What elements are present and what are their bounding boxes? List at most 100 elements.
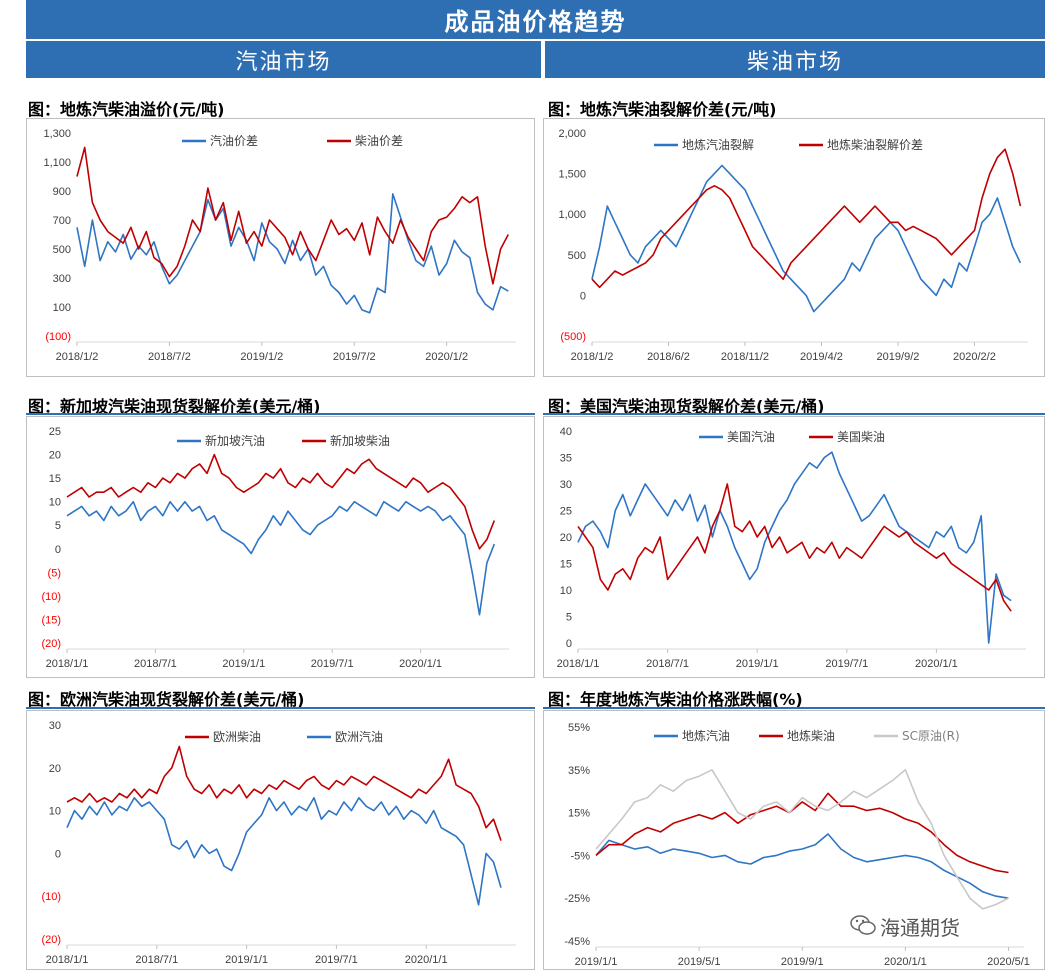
- y-tick-label: 700: [53, 215, 71, 227]
- series-line-blue: [66, 500, 496, 616]
- x-tick-label: 2019/1/1: [736, 658, 779, 670]
- x-tick-label: 2018/1/1: [557, 658, 600, 670]
- x-tick-label: 2018/1/2: [56, 351, 99, 363]
- legend-label: 地炼柴油: [787, 728, 835, 743]
- x-tick-label: 2019/1/2: [240, 351, 283, 363]
- legend-label: 欧洲柴油: [213, 730, 261, 744]
- x-tick-label: 2018/1/1: [46, 954, 89, 966]
- c5-svg: (20) (10) 0 10 20 30 2018/1/1 2018/7/1 2019/1/1 2…: [41, 720, 516, 966]
- y-tick-label: 5: [55, 520, 61, 532]
- x-tick-label: 2020/1/1: [399, 658, 442, 670]
- y-tick-label: 1,300: [43, 128, 71, 140]
- chart-title: 图：新加坡汽柴油现货裂解价差(美元/桶): [28, 397, 321, 416]
- page-banner: 成品油价格趋势: [26, 0, 1045, 39]
- series-line-blue: [577, 451, 1012, 644]
- x-tick-label: 2020/5/1: [987, 956, 1030, 968]
- x-tick-label: 2019/7/1: [315, 954, 358, 966]
- x-tick-label: 2018/6/2: [647, 351, 690, 363]
- y-tick-label: -5%: [570, 850, 590, 862]
- chart-europe-crack: (20) (10) 0 10 20 30 2018/1/1 2018/7/1 2019/1/1 2…: [26, 710, 535, 970]
- y-tick-label: (100): [45, 331, 71, 343]
- divider: [26, 413, 535, 415]
- legend-label: 新加坡柴油: [330, 433, 390, 448]
- y-tick-label: 500: [53, 244, 71, 256]
- x-tick-label: 2019/7/1: [825, 658, 868, 670]
- y-tick-label: 40: [560, 426, 572, 438]
- legend-label: 地炼汽油裂解: [682, 137, 754, 152]
- x-tick-label: 2019/9/1: [781, 956, 824, 968]
- x-tick-label: 2018/1/1: [46, 658, 89, 670]
- y-tick-label: (10): [41, 891, 61, 903]
- y-tick-label: 0: [566, 638, 572, 650]
- legend-label: 地炼柴油裂解价差: [827, 137, 923, 152]
- chart-us-crack: 0 5 10 15 20 25 30 35 40 2018/1/1 2018/7/1 2019/1/1…: [543, 416, 1045, 678]
- x-tick-label: 2020/1/1: [405, 954, 448, 966]
- chart-title: 图：美国汽柴油现货裂解价差(美元/桶): [548, 397, 825, 416]
- y-tick-label: 2,000: [558, 128, 586, 140]
- x-tick-label: 2020/1/1: [884, 956, 927, 968]
- y-tick-label: 5: [566, 612, 572, 624]
- chart-title: 图：地炼汽柴油裂解价差(元/吨): [548, 100, 777, 119]
- y-tick-label: 25: [49, 426, 61, 438]
- y-tick-label: 15: [560, 559, 572, 571]
- y-tick-label: 500: [568, 250, 586, 262]
- chart-singapore-crack: (20) (15) (10) (5) 0 5 10 15 20 25 2018/1/1 2018/7/…: [26, 416, 535, 678]
- y-tick-label: 0: [580, 290, 586, 302]
- y-tick-label: 30: [49, 720, 61, 732]
- y-tick-label: 15%: [568, 808, 590, 820]
- series-line-red: [595, 792, 1009, 874]
- legend-label: 地炼汽油: [682, 728, 730, 743]
- x-tick-label: 2019/1/1: [222, 658, 265, 670]
- x-tick-label: 2020/1/1: [915, 658, 958, 670]
- series-line-blue: [595, 833, 1009, 899]
- x-tick-label: 2019/1/1: [225, 954, 268, 966]
- wechat-icon: [850, 915, 876, 935]
- chart-annual-price-change: -45% -25% -5% 15% 35% 55% 2019/1/1 2019/5/1 2019…: [543, 710, 1045, 970]
- chart-title: 图：欧洲汽柴油现货裂解价差(美元/桶): [28, 690, 305, 709]
- c1-svg: (100) 100 300 500 700 900 1,100 1,300 2018/1/2 20…: [43, 128, 516, 363]
- y-tick-label: 0: [55, 544, 61, 556]
- x-tick-label: 2018/11/2: [721, 351, 769, 363]
- c4-svg: 0 5 10 15 20 25 30 35 40 2018/1/1 2018/7/1 2019/1/1…: [557, 426, 1026, 670]
- x-tick-label: 2019/1/1: [575, 956, 618, 968]
- legend-label: 美国柴油: [837, 430, 885, 444]
- chart-local-refinery-premium: (100) 100 300 500 700 900 1,100 1,300 2018/1/2 20…: [26, 118, 535, 377]
- y-tick-label: 55%: [568, 722, 590, 734]
- legend-label: 新加坡汽油: [205, 433, 265, 448]
- x-tick-label: 2018/1/2: [571, 351, 614, 363]
- y-tick-label: 10: [49, 806, 61, 818]
- y-tick-label: 0: [55, 848, 61, 860]
- y-tick-label: 35%: [568, 765, 590, 777]
- diesel-market-header: 柴油市场: [545, 41, 1045, 78]
- y-tick-label: -25%: [564, 893, 590, 905]
- series-line-blue: [76, 193, 509, 314]
- series-line-gray: [595, 768, 1009, 910]
- legend-label: 欧洲汽油: [335, 729, 383, 744]
- y-tick-label: 1,100: [43, 157, 71, 169]
- y-tick-label: (500): [560, 331, 586, 343]
- x-tick-label: 2018/7/1: [135, 954, 178, 966]
- y-tick-label: 10: [49, 497, 61, 509]
- chart-title: 图：年度地炼汽柴油价格涨跌幅(%): [548, 690, 803, 709]
- y-tick-label: 35: [560, 453, 572, 465]
- legend-label: SC原油(R): [902, 729, 960, 743]
- y-tick-label: 20: [560, 532, 572, 544]
- y-tick-label: 1,500: [558, 169, 586, 181]
- x-tick-label: 2019/9/2: [877, 351, 920, 363]
- y-tick-label: (5): [48, 567, 61, 579]
- x-tick-label: 2020/2/2: [953, 351, 996, 363]
- c3-svg: (20) (15) (10) (5) 0 5 10 15 20 25 2018/1/1 2018/7/…: [41, 426, 509, 670]
- x-tick-label: 2019/5/1: [678, 956, 721, 968]
- y-tick-label: -45%: [564, 936, 590, 948]
- y-tick-label: 900: [53, 186, 71, 198]
- x-tick-label: 2018/7/1: [134, 658, 177, 670]
- chart-local-refinery-crack: (500) 0 500 1,000 1,500 2,000 2018/1/2 2018/6/2…: [543, 118, 1045, 377]
- divider: [543, 707, 1045, 709]
- chart-title: 图：地炼汽柴油溢价(元/吨): [28, 100, 225, 119]
- x-tick-label: 2019/7/2: [333, 351, 376, 363]
- y-tick-label: 20: [49, 450, 61, 462]
- y-tick-label: (20): [41, 638, 61, 650]
- y-tick-label: (10): [41, 591, 61, 603]
- y-tick-label: 15: [49, 473, 61, 485]
- y-tick-label: 1,000: [558, 209, 586, 221]
